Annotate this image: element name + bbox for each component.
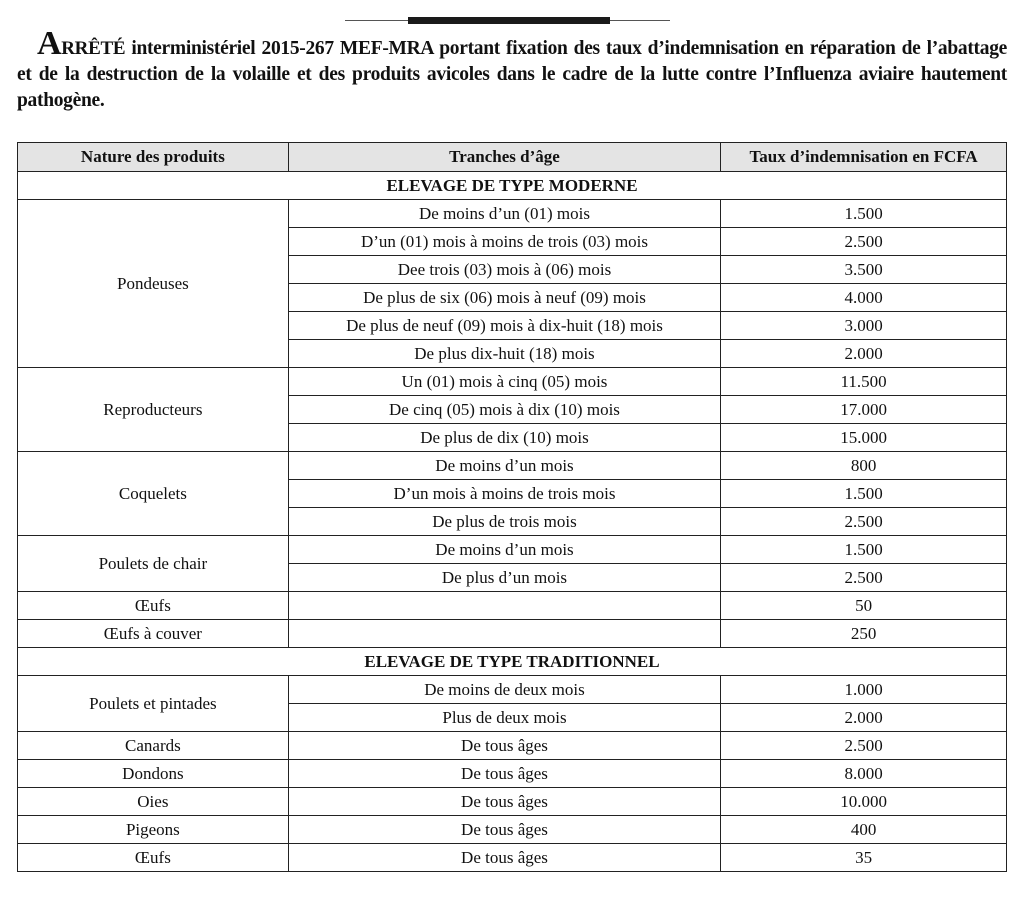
table-row: Œufs De tous âges 35: [17, 843, 1007, 872]
document-title: ARRÊTÉ interministériel 2015-267 MEF-MRA…: [17, 27, 1007, 114]
table-row: Reproducteurs Un (01) mois à cinq (05) mo…: [17, 367, 1007, 452]
product-cell: Reproducteurs: [17, 367, 289, 452]
product-cell: Dondons: [17, 759, 289, 788]
rate-cell: 4.000: [720, 283, 1007, 312]
rate-cell: 50: [720, 591, 1007, 620]
rate-cell: 15.000: [720, 423, 1007, 452]
table-row: Oies De tous âges 10.000: [17, 787, 1007, 816]
age-range-cell: De plus de neuf (09) mois à dix-huit (18…: [287, 311, 722, 340]
age-range-cell: De tous âges: [287, 843, 722, 872]
age-range-cell: De tous âges: [287, 731, 722, 760]
table-row: Pigeons De tous âges 400: [17, 815, 1007, 844]
table-row: Plus de deux mois 2.000: [18, 703, 1007, 732]
age-range-cell: De moins d’un mois: [287, 535, 722, 564]
table-row: De plus dix-huit (18) mois 2.000: [18, 339, 1007, 368]
rate-cell: 2.500: [720, 227, 1007, 256]
table-row: De plus de neuf (09) mois à dix-huit (18…: [18, 311, 1007, 340]
table-row: D’un mois à moins de trois mois 1.500: [18, 479, 1007, 508]
age-range-cell: De plus de trois mois: [287, 507, 722, 536]
table-row: Coquelets De moins d’un mois 800: [17, 451, 1007, 536]
rate-cell: 10.000: [720, 787, 1007, 816]
section-row: ELEVAGE DE TYPE MODERNE: [17, 171, 1007, 200]
age-range-cell: Plus de deux mois: [287, 703, 722, 732]
rate-cell: 8.000: [720, 759, 1007, 788]
product-cell: Poulets de chair: [17, 535, 289, 592]
table-row: Œufs 50: [17, 591, 1007, 620]
product-cell: Poulets et pintades: [17, 675, 289, 732]
product-cell: Œufs à couver: [17, 619, 289, 648]
decorative-rule-bar: [408, 17, 610, 24]
age-range-cell: De cinq (05) mois à dix (10) mois: [287, 395, 722, 424]
age-range-cell: De moins de deux mois: [287, 675, 722, 704]
rate-cell: 2.000: [720, 339, 1007, 368]
product-cell: Pondeuses: [17, 199, 289, 368]
table-header-row: Nature des produits Tranches d’âge Taux …: [17, 142, 1007, 172]
indemnity-table: Nature des produits Tranches d’âge Taux …: [17, 142, 1007, 872]
age-range-cell: [287, 619, 722, 648]
rate-cell: 1.500: [720, 199, 1007, 228]
header-nature: Nature des produits: [17, 142, 289, 172]
table-row: De plus de dix (10) mois 15.000: [18, 423, 1007, 452]
age-range-cell: De moins d’un (01) mois: [287, 199, 722, 228]
title-text: interministériel 2015-267 MEF-MRA portan…: [17, 38, 1007, 111]
header-taux: Taux d’indemnisation en FCFA: [720, 142, 1007, 172]
rate-cell: 35: [720, 843, 1007, 872]
table-row: De plus de six (06) mois à neuf (09) moi…: [18, 283, 1007, 312]
title-caps: RRÊTÉ: [61, 38, 126, 59]
rate-cell: 800: [720, 451, 1007, 480]
rate-cell: 1.500: [720, 535, 1007, 564]
table-row: Œufs à couver 250: [17, 619, 1007, 648]
product-cell: Oies: [17, 787, 289, 816]
age-range-cell: Dee trois (03) mois à (06) mois: [287, 255, 722, 284]
rate-cell: 3.500: [720, 255, 1007, 284]
product-cell: Œufs: [17, 843, 289, 872]
table-row: D’un (01) mois à moins de trois (03) moi…: [18, 227, 1007, 256]
header-tranches: Tranches d’âge: [287, 142, 722, 172]
rate-cell: 1.500: [720, 479, 1007, 508]
table-row: De plus d’un mois 2.500: [18, 563, 1007, 592]
rate-cell: 3.000: [720, 311, 1007, 340]
age-range-cell: De plus de six (06) mois à neuf (09) moi…: [287, 283, 722, 312]
table-row: Canards De tous âges 2.500: [17, 731, 1007, 760]
rate-cell: 2.500: [720, 507, 1007, 536]
age-range-cell: De plus de dix (10) mois: [287, 423, 722, 452]
age-range-cell: De tous âges: [287, 815, 722, 844]
section-row: ELEVAGE DE TYPE TRADITIONNEL: [17, 647, 1007, 676]
rate-cell: 2.500: [720, 563, 1007, 592]
rate-cell: 1.000: [720, 675, 1007, 704]
age-range-cell: De tous âges: [287, 787, 722, 816]
age-range-cell: De tous âges: [287, 759, 722, 788]
product-cell: Coquelets: [17, 451, 289, 536]
table-row: Dee trois (03) mois à (06) mois 3.500: [18, 255, 1007, 284]
table-row: Poulets de chair De moins d’un mois 1.500: [17, 535, 1007, 592]
rate-cell: 250: [720, 619, 1007, 648]
section-title: ELEVAGE DE TYPE MODERNE: [17, 171, 1007, 200]
rate-cell: 17.000: [720, 395, 1007, 424]
age-range-cell: [287, 591, 722, 620]
section-title: ELEVAGE DE TYPE TRADITIONNEL: [17, 647, 1007, 676]
product-cell: Œufs: [17, 591, 289, 620]
rate-cell: 400: [720, 815, 1007, 844]
product-cell: Canards: [17, 731, 289, 760]
product-cell: Pigeons: [17, 815, 289, 844]
title-drop-cap: A: [37, 25, 62, 62]
table-row: Poulets et pintades De moins de deux mois…: [17, 675, 1007, 732]
age-range-cell: De plus dix-huit (18) mois: [287, 339, 722, 368]
rate-cell: 2.000: [720, 703, 1007, 732]
age-range-cell: De moins d’un mois: [287, 451, 722, 480]
table-row: Dondons De tous âges 8.000: [17, 759, 1007, 788]
age-range-cell: De plus d’un mois: [287, 563, 722, 592]
rate-cell: 11.500: [720, 367, 1007, 396]
age-range-cell: Un (01) mois à cinq (05) mois: [287, 367, 722, 396]
table-row: Pondeuses De moins d’un (01) mois 1.500: [17, 199, 1007, 368]
age-range-cell: D’un (01) mois à moins de trois (03) moi…: [287, 227, 722, 256]
age-range-cell: D’un mois à moins de trois mois: [287, 479, 722, 508]
rate-cell: 2.500: [720, 731, 1007, 760]
